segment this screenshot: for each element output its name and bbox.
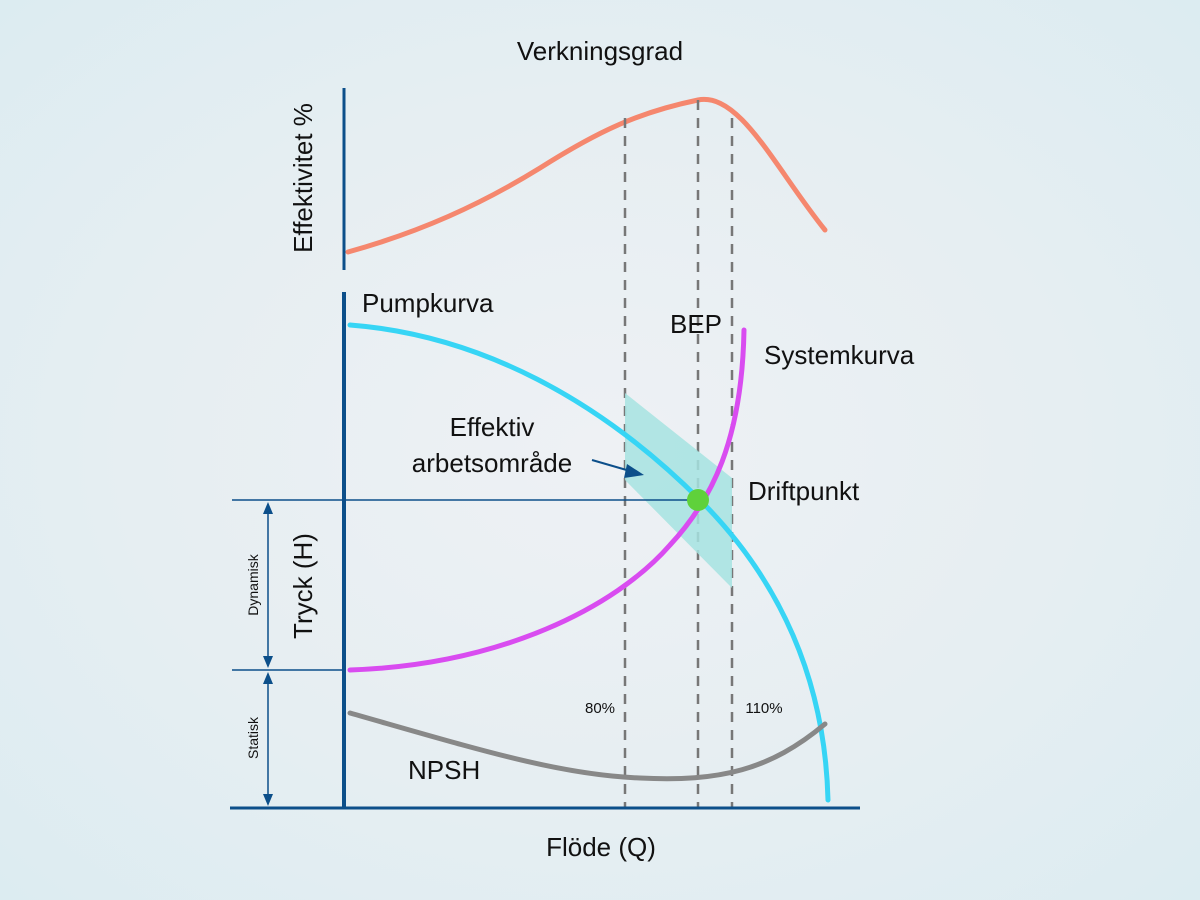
efficiency-axis-label: Effektivitet % [288,103,318,253]
operating-point-label: Driftpunkt [748,476,860,506]
dynamic-arrow-top [263,502,273,514]
flow-axis-label: Flöde (Q) [546,832,656,862]
efficiency-curve [345,96,828,255]
operating-point-marker [687,489,709,511]
static-arrow-bottom [263,794,273,806]
system-curve [347,327,747,673]
npsh-curve [347,710,828,782]
operating-region-label-line2: arbetsområde [412,448,572,478]
pump-curve [347,322,831,803]
operating-region-label-line1: Effektiv [450,412,535,442]
npsh-label: NPSH [408,755,480,785]
pct-80-label: 80% [585,700,615,717]
pct-110-label: 110% [745,700,782,717]
pressure-axis-label: Tryck (H) [288,533,318,639]
region-pointer-arrow [591,459,631,472]
operating-region-band [625,393,732,588]
pump-curve-label: Pumpkurva [362,288,494,318]
region-pointer-arrowhead [624,464,644,478]
system-curve-label: Systemkurva [764,340,915,370]
bep-label: BEP [670,309,722,339]
static-arrow-top [263,672,273,684]
efficiency-title: Verkningsgrad [517,36,683,66]
static-label: Statisk [245,716,261,759]
dynamic-arrow-bottom [263,656,273,668]
dynamic-label: Dynamisk [245,553,261,615]
